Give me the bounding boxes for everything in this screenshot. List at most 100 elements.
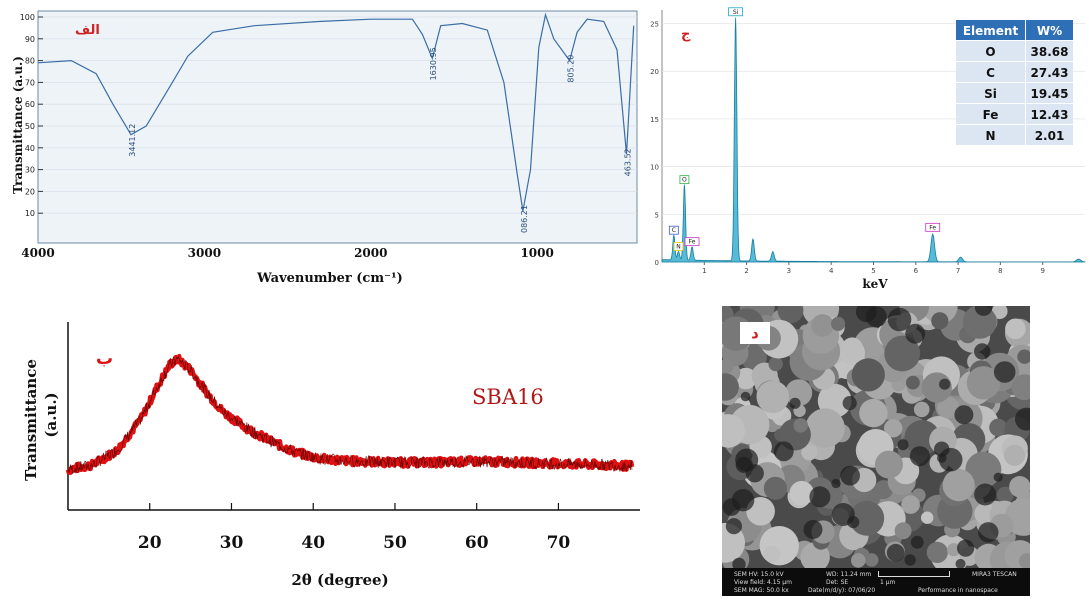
sem-particle: [805, 408, 845, 448]
sem-pore: [887, 307, 912, 332]
sem-pore: [993, 472, 1003, 482]
sem-particle: [1003, 444, 1026, 466]
xrd-x-tick-label: 70: [547, 533, 571, 553]
ftir-y-ticks: 10 20 30 40 50 60 70 80 90 100: [20, 13, 43, 218]
sem-image: د SEM HV: 15.0 kV WD: 11.24 mm MIRA3 TES…: [722, 306, 1030, 596]
ftir-peak-annotation: 1630.95: [429, 47, 438, 80]
sem-panel-label: د: [740, 322, 770, 344]
sem-info-bar: SEM HV: 15.0 kV WD: 11.24 mm MIRA3 TESCA…: [722, 568, 1030, 596]
sem-pore: [974, 483, 997, 506]
table-cell-value: 27.43: [1031, 66, 1069, 80]
sem-particle: [722, 359, 734, 375]
sem-particle: [989, 418, 1007, 437]
table-row: [956, 41, 1025, 61]
edx-x-tick-label: 5: [871, 267, 875, 275]
ftir-spectrum-line: [37, 12, 635, 212]
edx-x-tick-label: 4: [829, 267, 834, 275]
sem-date: Date(m/d/y): 07/06/20: [808, 587, 876, 594]
ftir-x-tick-label: 2000: [354, 246, 387, 260]
sem-pore: [904, 554, 916, 566]
sem-pore: [974, 306, 993, 316]
edx-peak-label: Si: [733, 9, 739, 16]
sem-particle: [937, 396, 960, 419]
sem-particle: [901, 495, 920, 514]
ftir-y-tick-label: 40: [25, 144, 35, 153]
sem-particle: [722, 414, 746, 448]
xrd-x-tick-label: 30: [220, 533, 244, 553]
sem-particle: [831, 316, 846, 331]
sem-particle: [913, 401, 930, 418]
edx-x-label: keV: [862, 277, 888, 291]
edx-y-tick-label: 5: [655, 211, 659, 219]
edx-panel-label: ج: [681, 27, 691, 42]
xrd-y-label-line1: Transmittance: [22, 359, 40, 481]
ftir-plot-area: [37, 10, 638, 244]
edx-peak-label-box: [673, 242, 684, 251]
sem-pore: [1015, 407, 1030, 431]
edx-peak-labels: C N O Fe Si Fe: [668, 7, 941, 251]
ftir-y-tick-label: 60: [25, 100, 35, 109]
edx-x-tick-label: 2: [744, 267, 748, 275]
edx-spectrum: [661, 17, 1086, 263]
sem-particle: [947, 543, 961, 557]
edx-peak-label: O: [682, 177, 687, 184]
xrd-x-tick-label: 50: [383, 533, 407, 553]
ftir-y-tick-label: 80: [25, 57, 35, 66]
edx-panel: 0 5 10 15 20 25 1 2 3 4 5 6 7 8 9 C N O Fe Si Fe ج keV Ele…: [645, 0, 1089, 296]
sem-pore: [957, 539, 975, 557]
sem-pore: [842, 396, 857, 411]
ftir-y-tick-label: 100: [20, 13, 35, 22]
xrd-chart: 20 30 40 50 60 70 ب SBA16 2θ (degree) Transmi…: [22, 322, 640, 589]
sem-particle: [756, 380, 790, 414]
edx-x-ticks: 1 2 3 4 5 6 7 8 9: [702, 262, 1045, 275]
sem-particle: [735, 367, 757, 390]
sem-particle: [884, 335, 921, 372]
sem-particle: [894, 522, 912, 540]
sem-particle: [1009, 476, 1030, 498]
sem-particle: [722, 373, 739, 401]
sem-pore: [732, 557, 746, 572]
sem-particle: [874, 450, 903, 479]
sem-wd: WD: 11.24 mm: [826, 571, 872, 578]
ftir-x-ticks: 4000 3000 2000 1000: [21, 246, 554, 260]
ftir-y-label: Transmittance (a.u.): [11, 56, 25, 194]
sem-particle: [851, 553, 866, 568]
sem-particle: [942, 469, 975, 502]
sem-particle: [906, 375, 920, 390]
sem-particle: [849, 500, 885, 536]
edx-peak-label-box: [925, 222, 941, 232]
sem-particle: [811, 314, 834, 337]
ftir-chart: 10 20 30 40 50 60 70 80 90 100 4000 3000 2000 1000 3…: [11, 10, 638, 286]
edx-y-tick-label: 10: [650, 164, 659, 172]
sem-hv: SEM HV: 15.0 kV: [734, 571, 784, 578]
table-header-cell: [1026, 20, 1073, 40]
table-header-cell: [956, 20, 1025, 40]
sem-particle: [965, 451, 1002, 488]
table-row: [1026, 41, 1073, 61]
ftir-y-tick-label: 20: [25, 187, 35, 196]
table-cell-element: O: [985, 45, 995, 59]
sem-particle: [801, 444, 818, 461]
sem-footer: Performance in nanospace: [918, 587, 998, 594]
table-row: [956, 62, 1025, 82]
sem-pore: [910, 535, 924, 549]
edx-y-ticks: 0 5 10 15 20 25: [650, 21, 659, 267]
xrd-x-tick-label: 20: [138, 533, 162, 553]
edx-x-tick-label: 1: [702, 267, 706, 275]
sem-pore: [974, 343, 991, 360]
sem-pore: [840, 465, 860, 486]
sem-particle: [1018, 553, 1030, 569]
edx-peak-label: N: [676, 243, 681, 250]
sem-particle: [793, 418, 808, 433]
sem-pore: [934, 441, 950, 457]
sem-pore: [789, 397, 801, 409]
table-row: [1026, 125, 1073, 145]
sem-pore: [831, 478, 841, 489]
sem-particle: [966, 366, 1001, 400]
edx-peak-label: Fe: [929, 224, 936, 231]
edx-peak-label-box: [684, 237, 700, 247]
sem-pore: [978, 522, 999, 543]
sem-pore: [993, 361, 1016, 383]
sem-pore: [939, 378, 951, 390]
table-header-element: Element: [963, 24, 1019, 38]
